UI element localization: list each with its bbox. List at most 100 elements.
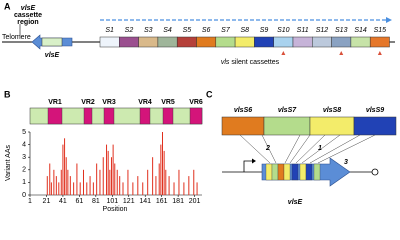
silent-cassette xyxy=(196,36,217,48)
region-label: VR3 xyxy=(102,99,116,106)
bar xyxy=(62,144,64,195)
vlse-cassette xyxy=(41,37,63,47)
event-number: 3 xyxy=(344,159,348,166)
bar xyxy=(55,176,57,195)
gene-segment xyxy=(265,163,273,181)
variable-region xyxy=(47,107,63,125)
cassette-block xyxy=(353,116,397,136)
cassette-block xyxy=(263,116,311,136)
marker xyxy=(339,51,344,55)
gene-segment xyxy=(299,163,307,181)
bar xyxy=(64,138,66,195)
x-axis-label: Position xyxy=(103,206,128,213)
gene-segment xyxy=(277,163,285,181)
gene-segment xyxy=(305,163,313,181)
cassette-label: S9 xyxy=(260,27,269,34)
region-label: VR4 xyxy=(138,99,152,106)
marker xyxy=(281,51,286,55)
silent-cassette xyxy=(138,36,159,48)
mapping-line xyxy=(317,134,376,164)
region-label: region xyxy=(17,19,38,26)
region-label: vlsE xyxy=(21,5,36,12)
silent-cassette xyxy=(350,36,371,48)
x-tick-label: 101 xyxy=(106,198,118,205)
bar xyxy=(53,169,55,195)
bar xyxy=(73,182,75,195)
bar xyxy=(102,157,104,195)
cassette-label: vlsS8 xyxy=(323,107,341,114)
silent-cassette xyxy=(312,36,332,48)
x-tick-label: 141 xyxy=(139,198,151,205)
cassette-label: S1 xyxy=(105,27,114,34)
x-tick-label: 121 xyxy=(123,198,135,205)
silent-cassette xyxy=(99,36,120,48)
silent-cassette xyxy=(119,36,139,48)
mapping-line xyxy=(301,134,341,164)
cassette-label: vlsS7 xyxy=(278,107,297,114)
gene-segment xyxy=(313,163,321,181)
gene-segment xyxy=(271,163,279,181)
silent-cassette xyxy=(331,36,352,48)
bar xyxy=(158,163,160,195)
silent-cassette xyxy=(176,36,197,48)
bar xyxy=(119,176,121,195)
marker xyxy=(377,51,382,55)
panel-label: B xyxy=(4,89,11,99)
bar xyxy=(86,182,88,195)
bar xyxy=(160,144,162,195)
silent-label: vls silent cassettes xyxy=(221,59,280,66)
variable-region xyxy=(103,107,115,125)
cassette-label: S5 xyxy=(183,27,192,34)
cassette-label: S2 xyxy=(125,27,134,34)
panel-label: C xyxy=(206,89,213,99)
cassette-label: S7 xyxy=(221,27,231,34)
bar xyxy=(188,176,190,195)
x-tick-label: 81 xyxy=(92,198,100,205)
cassette-label: S14 xyxy=(354,27,367,34)
x-tick-label: 61 xyxy=(75,198,83,205)
event-number: 1 xyxy=(318,145,322,152)
region-label: VR6 xyxy=(189,99,203,106)
arrow-head xyxy=(386,17,392,23)
bar xyxy=(110,157,112,195)
x-tick-label: 1 xyxy=(28,198,32,205)
x-tick-label: 201 xyxy=(189,198,201,205)
bar xyxy=(122,182,124,195)
bar xyxy=(69,176,71,195)
region-label: cassette xyxy=(14,12,42,19)
bar xyxy=(137,176,139,195)
cassette-label: S4 xyxy=(163,27,172,34)
y-tick-label: 3 xyxy=(22,154,26,161)
y-tick-label: 0 xyxy=(22,192,26,199)
cassette-block xyxy=(309,116,355,136)
cassette-label: S12 xyxy=(316,27,329,34)
x-tick-label: 41 xyxy=(59,198,67,205)
y-tick-label: 5 xyxy=(22,129,26,136)
region-label: VR1 xyxy=(48,99,62,106)
vlse-label: vlsE xyxy=(45,52,60,59)
cassette-label: vlsS9 xyxy=(366,107,384,114)
bar xyxy=(196,182,198,195)
silent-cassette xyxy=(254,36,274,48)
cassette-label: S3 xyxy=(144,27,153,34)
bar xyxy=(127,169,129,195)
mapping-line xyxy=(284,134,301,164)
cassette-label: vlsS6 xyxy=(234,107,252,114)
silent-label-italic: vls xyxy=(221,59,230,66)
event-number: 2 xyxy=(265,145,270,152)
region-label: VR5 xyxy=(161,99,175,106)
bar xyxy=(147,169,149,195)
bar xyxy=(46,176,48,195)
gene-segment xyxy=(283,163,291,181)
silent-cassette xyxy=(292,36,313,48)
bar xyxy=(178,169,180,195)
cassette-label: S15 xyxy=(374,27,387,34)
gene-segment xyxy=(291,163,299,181)
bar xyxy=(183,182,185,195)
gene-label: vlsE xyxy=(288,199,303,206)
x-tick-label: 181 xyxy=(172,198,184,205)
y-axis-label: Variant AAs xyxy=(5,144,12,181)
bar xyxy=(163,150,165,195)
silent-cassette xyxy=(215,36,236,48)
mapping-line xyxy=(289,134,311,164)
